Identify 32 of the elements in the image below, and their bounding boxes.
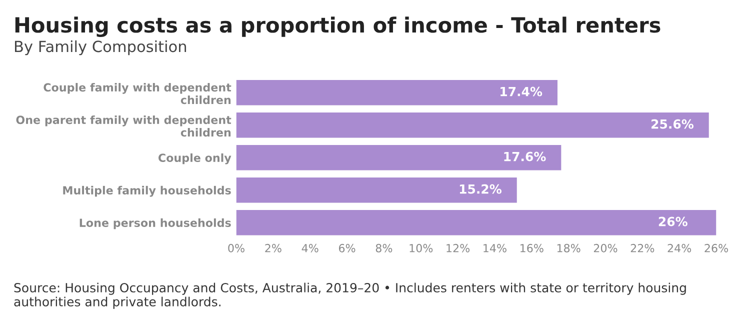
- x-tick-label: 14%: [484, 244, 506, 252]
- x-tick-label: 2%: [265, 244, 282, 252]
- x-tick-label: 0%: [228, 244, 244, 252]
- x-tick-label: 10%: [410, 244, 433, 252]
- x-tick-label: 20%: [594, 244, 618, 252]
- y-tick-label: Couple family with dependent children: [44, 82, 232, 104]
- bar: [236, 210, 716, 236]
- y-tick-label: Couple only: [158, 153, 232, 164]
- source-note: Source: Housing Occupancy and Costs, Australia, 2019–20 • Includes renters with state or territory housing authorities and private landlords.: [14, 282, 686, 309]
- x-tick-label: 6%: [338, 244, 356, 252]
- y-tick-label: Multiple family households: [63, 186, 231, 197]
- data-label: 17.4%: [500, 86, 542, 96]
- x-tick-label: 22%: [630, 244, 654, 252]
- text: By Family Composition: [15, 40, 186, 56]
- bar: [236, 177, 517, 203]
- x-tick-label: 4%: [302, 244, 318, 252]
- bar: [236, 80, 558, 106]
- x-tick-label: 8%: [376, 244, 392, 252]
- y-tick-label: One parent family with dependent children: [16, 115, 232, 137]
- x-tick-label: 18%: [557, 244, 580, 252]
- x-tick-label: 12%: [446, 244, 470, 252]
- x-tick-label: 24%: [668, 244, 692, 252]
- bar: [236, 144, 562, 170]
- chart-title: Housing costs as a proportion of income - Total renters: [15, 16, 660, 37]
- data-label: 17.6%: [504, 152, 546, 162]
- bar: [236, 112, 709, 138]
- x-tick-label: 16%: [520, 244, 544, 252]
- x-tick-label: 26%: [704, 244, 728, 252]
- data-label: 26%: [658, 216, 688, 226]
- data-label: 15.2%: [460, 184, 502, 194]
- y-tick-label: Lone person households: [80, 218, 231, 230]
- data-label: 25.6%: [652, 119, 694, 129]
